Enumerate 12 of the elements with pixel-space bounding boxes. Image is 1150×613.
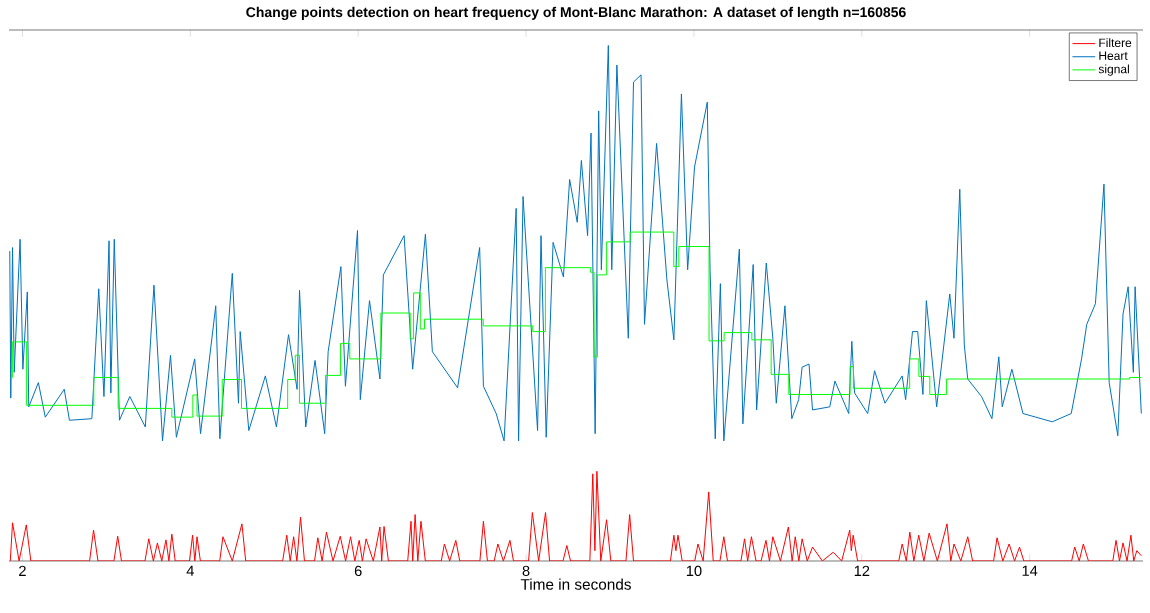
x-tick-label: 8 bbox=[522, 565, 530, 577]
x-tick-label: 14 bbox=[1022, 565, 1038, 576]
x-axis-title: Time in seconds bbox=[520, 578, 631, 590]
x-tick-label: 4 bbox=[186, 565, 194, 576]
x-tick-label: 12 bbox=[854, 565, 870, 576]
legend-label: Filtere bbox=[1099, 38, 1132, 48]
legend-label: Heart bbox=[1099, 51, 1128, 60]
legend-label: signal bbox=[1098, 64, 1129, 76]
chart-title: Change points detection on heart frequency of Mont-Blanc Marathon: A dataset of length n=160856 bbox=[246, 6, 906, 20]
x-tick-label: 6 bbox=[354, 565, 362, 577]
x-tick-label: 2 bbox=[19, 565, 26, 576]
x-tick-label: 10 bbox=[686, 565, 702, 577]
